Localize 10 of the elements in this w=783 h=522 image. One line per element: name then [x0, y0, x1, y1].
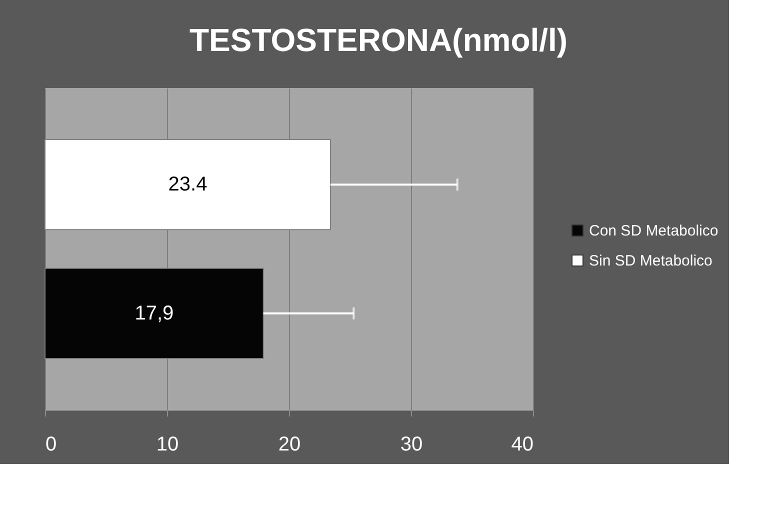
x-tick-label: 30 [400, 434, 423, 456]
x-tick-label: 0 [46, 434, 57, 456]
x-tick-label: 20 [278, 434, 301, 456]
data-label: 17,9 [134, 302, 174, 324]
legend-label: Con SD Metabolico [589, 222, 718, 240]
x-tick-label: 10 [156, 434, 179, 456]
chart-title: TESTOSTERONA(nmol/l) [190, 22, 568, 58]
data-label: 23.4 [168, 174, 208, 196]
x-tick-label: 40 [511, 434, 534, 456]
legend-label: Sin SD Metabolico [589, 252, 712, 270]
